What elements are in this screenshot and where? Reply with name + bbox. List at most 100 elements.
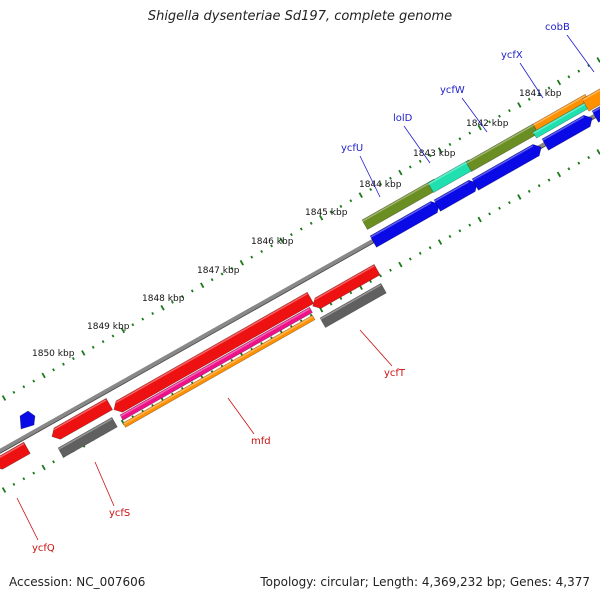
upper-scale-tick <box>200 282 205 289</box>
gene-ycfS-gray <box>57 416 118 458</box>
leader-line-ycfQ <box>16 497 39 541</box>
upper-scale-tick <box>71 357 75 361</box>
lower-scale-tick <box>498 206 501 210</box>
upper-scale-tick <box>230 266 234 270</box>
upper-scale-tick <box>339 204 343 208</box>
cds-forward-3 <box>471 144 542 191</box>
gene-label-lolD[interactable]: lolD <box>393 113 413 124</box>
upper-scale-tick <box>141 317 145 321</box>
upper-scale-tick <box>517 102 522 108</box>
lower-scale-tick <box>379 274 382 278</box>
upper-scale-tick <box>91 345 95 349</box>
upper-scale-tick <box>171 300 174 304</box>
upper-scale-tick <box>398 169 403 176</box>
gene-label-ycfX[interactable]: ycfX <box>501 50 523 61</box>
lower-scale-tick <box>428 246 432 250</box>
upper-scale-tick <box>349 199 353 203</box>
lower-scale-tick <box>1 487 7 493</box>
lower-scale-tick <box>577 161 581 165</box>
lower-scale-tick <box>517 194 522 200</box>
leader-line-mfd <box>227 397 255 435</box>
kbp-label: 1846 kbp <box>251 237 294 247</box>
lower-scale-tick <box>508 201 511 205</box>
upper-scale-tick <box>260 249 264 254</box>
upper-scale-tick <box>389 176 392 180</box>
lower-scale-tick <box>329 302 333 306</box>
lower-scale-tick <box>41 464 46 471</box>
upper-scale-tick <box>180 295 184 299</box>
upper-scale-tick <box>527 97 531 101</box>
upper-scale-tick <box>190 289 194 293</box>
gene-mfd-orange <box>122 314 316 428</box>
lower-scale-tick <box>537 184 541 188</box>
gene-label-ycfU[interactable]: ycfU <box>341 143 363 154</box>
gene-ycfW-bar-highlight <box>465 124 534 165</box>
kbp-label: 1843 kbp <box>413 149 456 159</box>
leader-line-lolD <box>403 125 431 164</box>
cds-forward-1 <box>369 201 440 248</box>
cds-forward-small <box>19 410 36 430</box>
gene-mfd-pink-highlight <box>119 308 310 418</box>
gene-ycfT-bar-highlight <box>314 265 375 301</box>
upper-scale-tick <box>1 395 7 401</box>
gene-features <box>0 88 600 470</box>
lower-scale-tick <box>52 460 55 464</box>
lower-scale-tick <box>437 239 443 245</box>
topology-text: Topology: circular; Length: 4,369,232 bp… <box>260 575 590 589</box>
upper-scale-tick <box>101 340 105 344</box>
lower-scale-tick <box>587 156 591 160</box>
cds-forward-3-highlight <box>471 145 534 182</box>
gene-label-ycfT[interactable]: ycfT <box>384 368 406 379</box>
accession-text: Accession: NC_007606 <box>9 575 146 589</box>
gene-ycfS-gray-highlight <box>57 418 113 451</box>
leader-line-cobB <box>566 34 595 73</box>
gene-ycfS-bar-highlight <box>53 399 107 431</box>
gene-ycfU-bar-highlight <box>361 179 435 223</box>
upper-scale-tick <box>448 142 452 146</box>
lower-scale-tick <box>527 189 531 193</box>
upper-scale-tick <box>458 137 462 141</box>
gene-label-ycfW[interactable]: ycfW <box>440 85 465 96</box>
map-title: Shigella dysenteriae Sd197, complete gen… <box>147 9 453 24</box>
gene-ycfQ-bar-highlight <box>0 443 25 459</box>
gene-label-ycfQ[interactable]: ycfQ <box>32 543 55 554</box>
kbp-label: 1844 kbp <box>359 180 402 190</box>
upper-scale-tick <box>210 278 214 282</box>
gene-ycfX-bar-highlight <box>532 95 586 127</box>
upper-scale-tick <box>41 372 46 379</box>
gene-mfd-bar-highlight <box>115 293 308 404</box>
upper-scale-tick <box>81 350 86 356</box>
lower-scale-tick <box>448 234 452 238</box>
upper-scale-tick <box>131 323 135 327</box>
gene-ycfS-bar <box>51 397 113 440</box>
gene-label-ycfS[interactable]: ycfS <box>109 508 130 519</box>
upper-scale-tick <box>309 221 313 225</box>
lower-scale-tick <box>22 477 26 481</box>
cds-forward-2 <box>433 179 478 212</box>
upper-scale-tick <box>111 334 115 338</box>
upper-scale-tick <box>22 385 26 389</box>
kbp-label: 1845 kbp <box>305 208 348 218</box>
gene-label-cobB[interactable]: cobB <box>545 22 570 33</box>
kbp-label: 1847 kbp <box>197 266 240 276</box>
upper-scale-tick <box>577 69 581 73</box>
gene-cobB-bar <box>581 88 600 112</box>
upper-scale-tick <box>318 214 324 221</box>
upper-scale-tick <box>32 379 36 383</box>
upper-scale-tick <box>62 362 65 366</box>
lower-scale-tick <box>369 279 373 284</box>
tick-marks <box>1 57 600 493</box>
upper-scale-tick <box>289 233 293 237</box>
lower-scale-tick <box>12 482 16 486</box>
upper-scale-tick <box>239 259 244 266</box>
cds-forward-2-highlight <box>433 181 470 203</box>
cds-forward-5 <box>591 106 600 123</box>
kbp-label: 1842 kbp <box>466 119 509 129</box>
cds-forward-4 <box>541 114 593 151</box>
lower-scale-tick <box>556 171 562 178</box>
gene-label-mfd[interactable]: mfd <box>251 436 271 447</box>
lower-scale-tick <box>349 291 353 295</box>
leader-line-ycfX <box>519 62 544 99</box>
